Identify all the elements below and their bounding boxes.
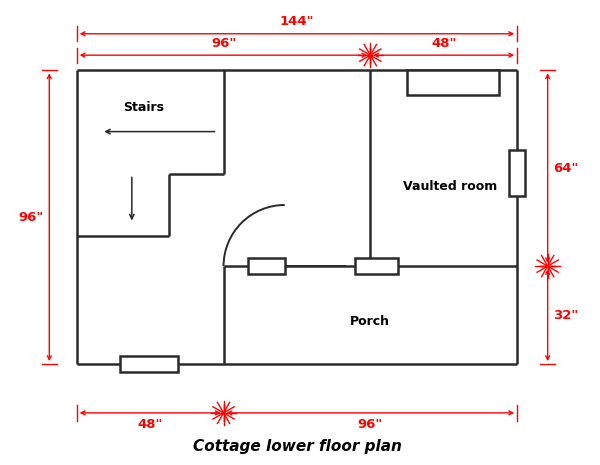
Text: Vaulted room: Vaulted room <box>403 180 497 193</box>
Text: Stairs: Stairs <box>122 100 164 113</box>
Text: Porch: Porch <box>350 315 391 328</box>
Bar <box>407 71 499 95</box>
Bar <box>509 150 525 196</box>
Text: 96": 96" <box>358 418 383 432</box>
Text: 96": 96" <box>211 37 236 50</box>
Text: 144": 144" <box>280 15 314 28</box>
Text: 96": 96" <box>19 211 44 224</box>
Text: 32": 32" <box>553 309 578 322</box>
Text: 48": 48" <box>431 37 457 50</box>
Text: Cottage lower floor plan: Cottage lower floor plan <box>193 439 401 454</box>
Bar <box>119 356 178 372</box>
Text: 48": 48" <box>137 418 163 432</box>
Text: 64": 64" <box>553 162 578 175</box>
Bar <box>248 259 285 274</box>
Bar <box>355 259 398 274</box>
Text: Fireplace: Fireplace <box>433 78 473 87</box>
